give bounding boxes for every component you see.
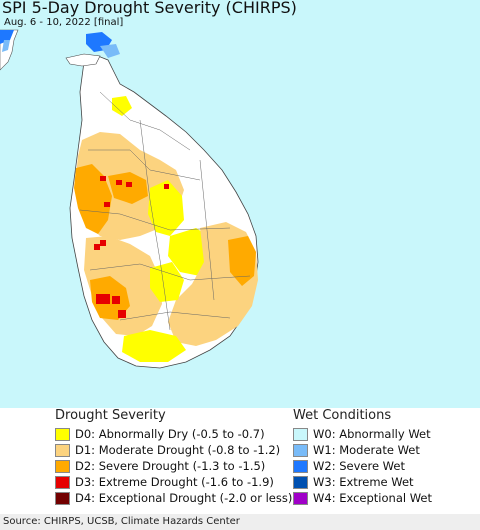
d2-east xyxy=(228,236,256,286)
legend-swatch-w3 xyxy=(293,476,308,489)
d3-spot xyxy=(100,240,106,246)
legend-label-w3: W3: Extreme Wet xyxy=(313,475,414,489)
d3-spot xyxy=(164,184,169,189)
legend-swatch-d1 xyxy=(55,444,70,457)
legend-label-d0: D0: Abnormally Dry (-0.5 to -0.7) xyxy=(75,427,265,441)
legend-swatch-w1 xyxy=(293,444,308,457)
legend-label-w0: W0: Abnormally Wet xyxy=(313,427,431,441)
legend-swatch-d4 xyxy=(55,492,70,505)
d3-spot xyxy=(96,294,110,304)
legend: Drought Severity D0: Abnormally Dry (-0.… xyxy=(0,408,480,514)
d3-spot xyxy=(100,176,106,181)
drought-map xyxy=(0,29,259,369)
wet-patch-north-light xyxy=(100,44,120,58)
wet-patch-india xyxy=(0,30,14,44)
legend-swatch-d3 xyxy=(55,476,70,489)
d0-central xyxy=(148,180,184,236)
legend-label-w1: W1: Moderate Wet xyxy=(313,443,420,457)
legend-label-w2: W2: Severe Wet xyxy=(313,459,405,473)
legend-label-d2: D2: Severe Drought (-1.3 to -1.5) xyxy=(75,459,266,473)
legend-swatch-d2 xyxy=(55,460,70,473)
d3-spot xyxy=(104,202,110,207)
d3-spot xyxy=(118,310,126,318)
legend-label-w4: W4: Exceptional Wet xyxy=(313,491,432,505)
d0-north xyxy=(112,96,132,116)
jaffna-peninsula xyxy=(65,53,101,67)
legend-swatch-w2 xyxy=(293,460,308,473)
legend-swatch-w0 xyxy=(293,428,308,441)
district-boundaries xyxy=(79,91,251,331)
source-credit: Source: CHIRPS, UCSB, Climate Hazards Ce… xyxy=(0,514,480,530)
d0-south xyxy=(122,330,186,362)
d0-southcentral xyxy=(150,262,184,302)
d3-spot xyxy=(112,296,120,304)
legend-label-d4: D4: Exceptional Drought (-2.0 or less) xyxy=(75,491,293,505)
d3-spot xyxy=(116,180,122,185)
map-panel: SPI 5-Day Drought Severity (CHIRPS) Aug.… xyxy=(0,0,480,408)
legend-swatch-d0 xyxy=(55,428,70,441)
d3-spot xyxy=(94,244,100,250)
d3-spot xyxy=(126,182,132,187)
wet-patch-india-light xyxy=(2,40,10,52)
legend-label-d1: D1: Moderate Drought (-0.8 to -1.2) xyxy=(75,443,281,457)
legend-swatch-w4 xyxy=(293,492,308,505)
map-title: SPI 5-Day Drought Severity (CHIRPS) xyxy=(2,0,297,17)
drought-legend-title: Drought Severity xyxy=(55,408,166,423)
d2-west xyxy=(74,164,112,234)
map-subtitle: Aug. 6 - 10, 2022 [final] xyxy=(4,17,124,28)
legend-label-d3: D3: Extreme Drought (-1.6 to -1.9) xyxy=(75,475,274,489)
wet-legend-title: Wet Conditions xyxy=(293,408,392,423)
